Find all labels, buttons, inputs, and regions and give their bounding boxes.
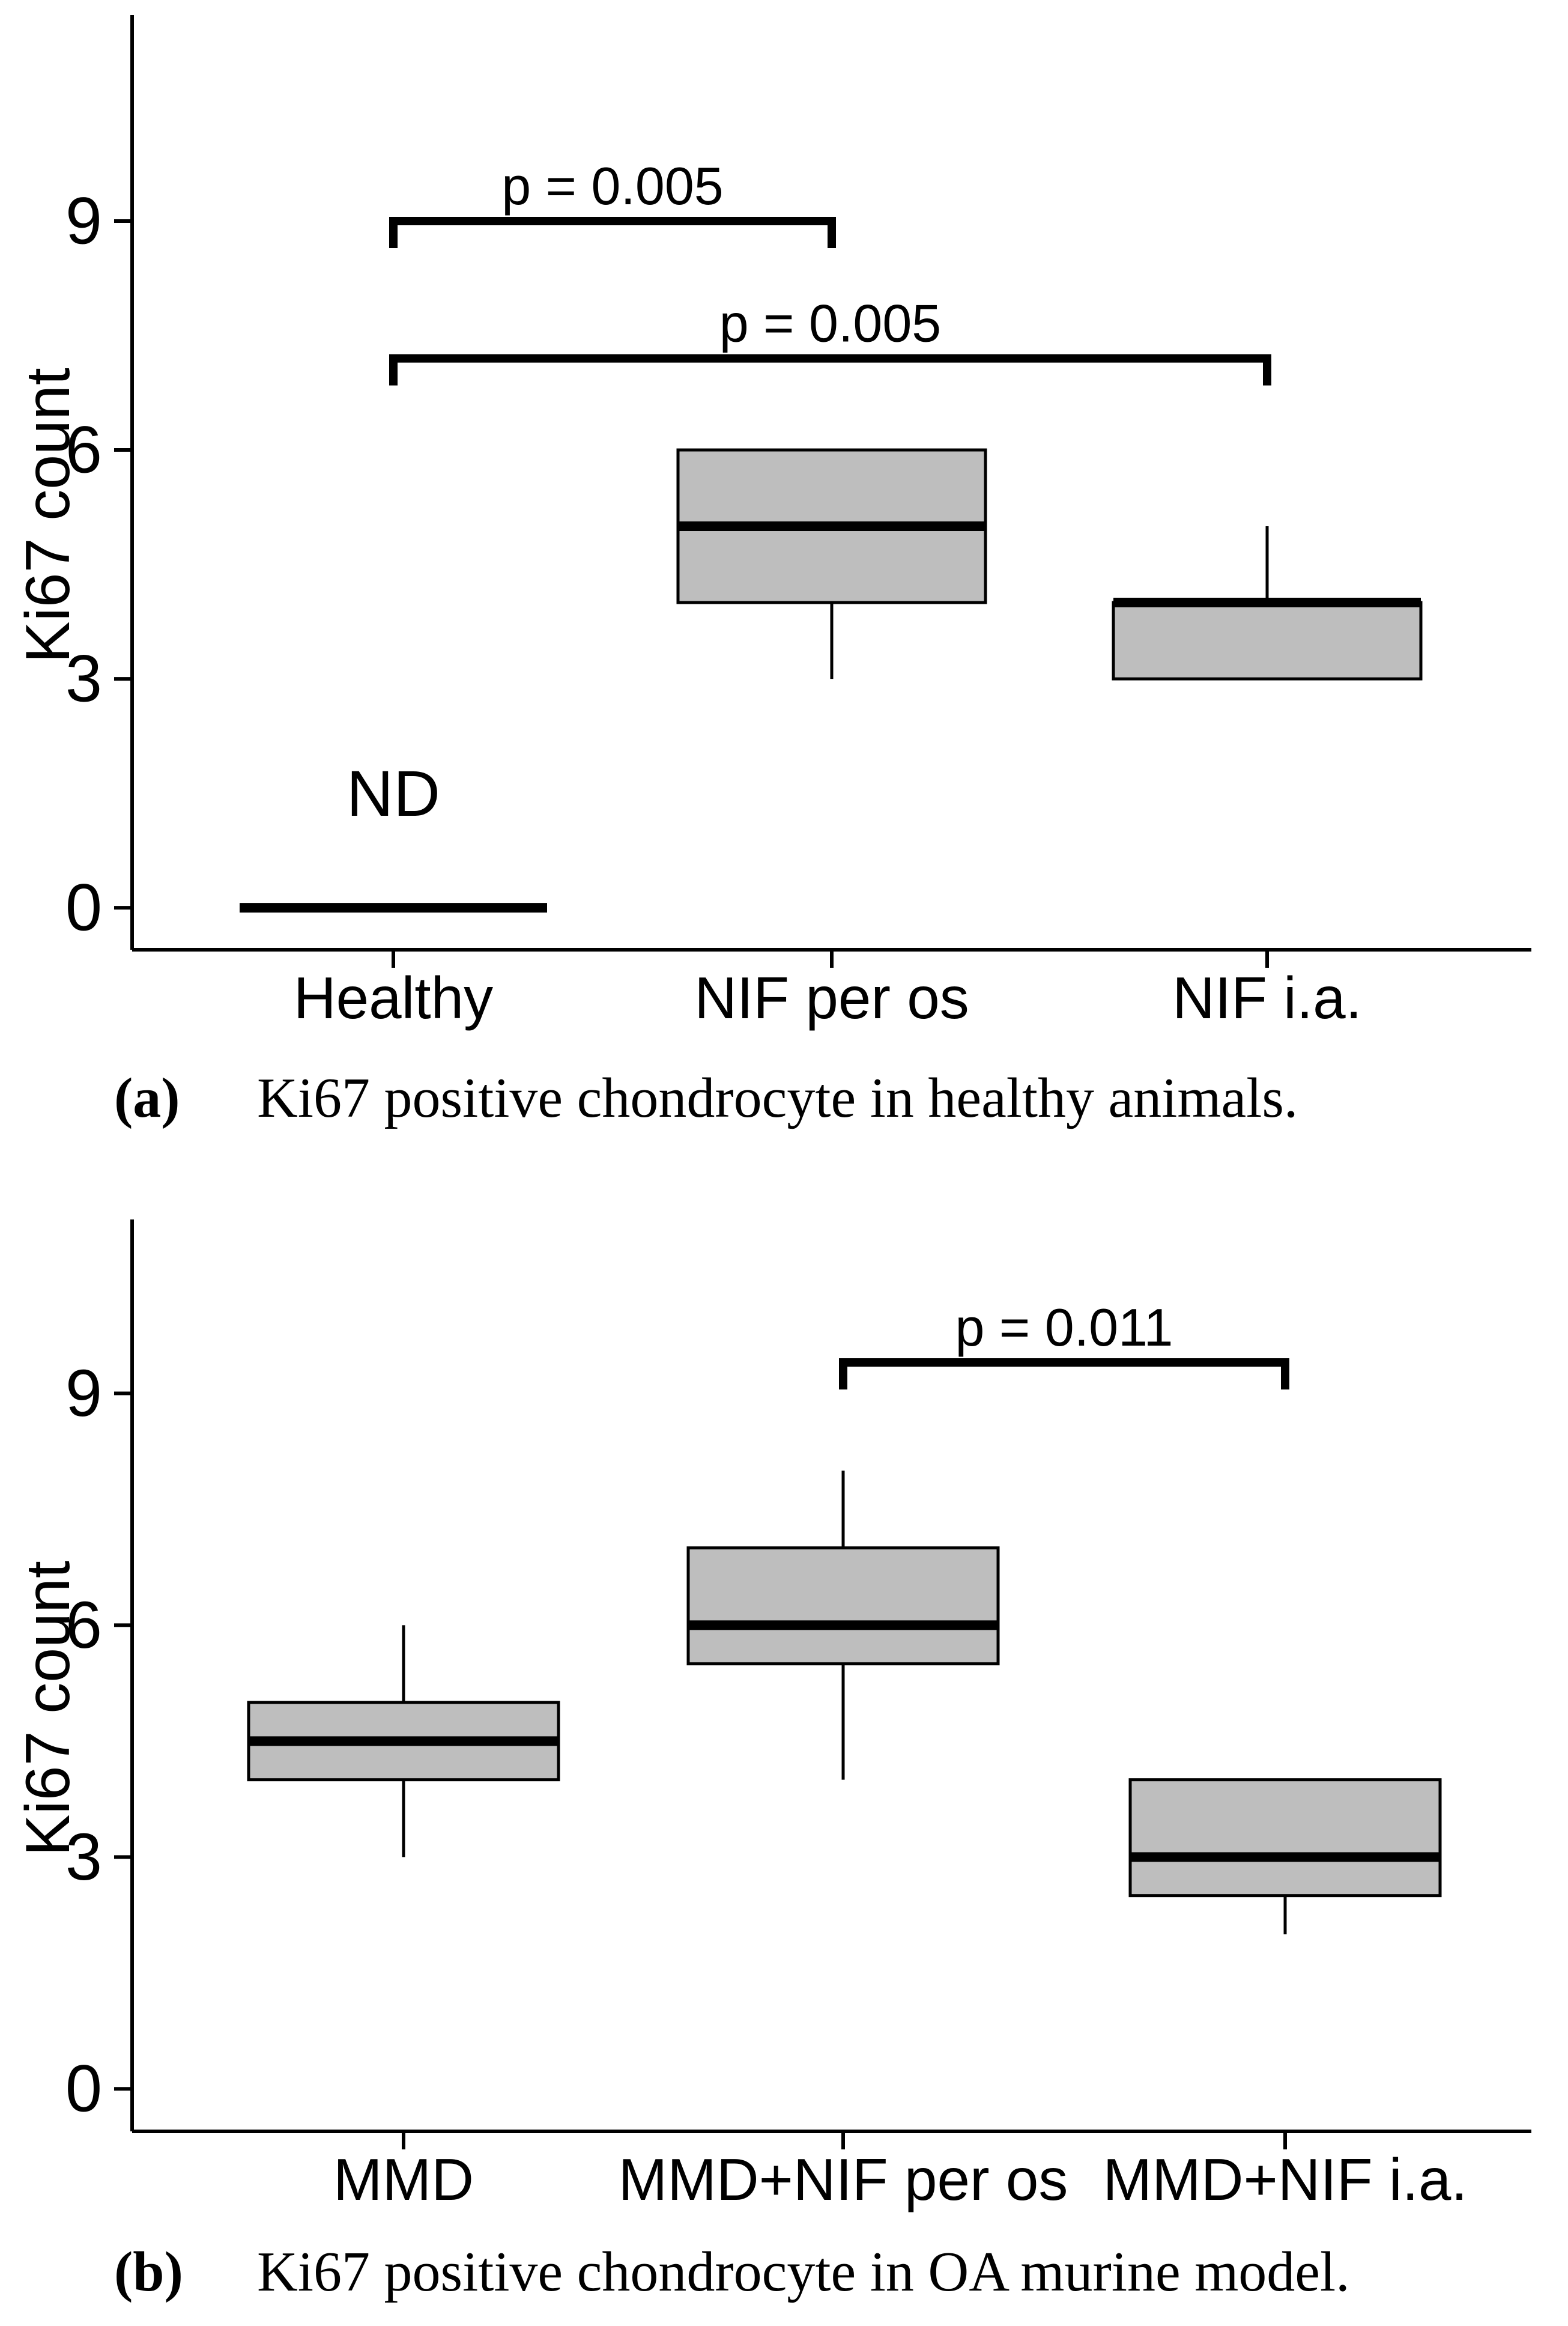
x-category-label-mmd: MMD	[333, 2146, 474, 2212]
significance-label-1: p = 0.005	[719, 294, 941, 353]
x-category-label-nif-i-a-: NIF i.a.	[1172, 965, 1362, 1031]
caption-b-tag: (b)	[114, 2241, 183, 2303]
caption-b-text: Ki67 positive chondrocyte in OA murine m…	[257, 2241, 1350, 2303]
y-tick-label-0: 0	[65, 2052, 102, 2126]
caption-a-tag: (a)	[114, 1067, 180, 1129]
significance-bracket-0	[389, 216, 836, 248]
y-tick-label-9: 9	[65, 1356, 102, 1430]
x-category-label-mmd-nif-i-a-: MMD+NIF i.a.	[1103, 2146, 1467, 2212]
y-tick-label-6: 6	[65, 413, 102, 487]
box-nif-i-a-	[1112, 601, 1423, 681]
significance-label-0: p = 0.005	[501, 156, 723, 216]
boxplot-chart-b: p = 0.011 0 3 6 9 Ki67 count MMD MMD+NIF per os…	[13, 1219, 1531, 2212]
caption-a: (a) Ki67 positive chondrocyte in healthy…	[114, 1064, 1519, 1132]
y-axis-title: Ki67 count	[13, 368, 83, 663]
box-mmd-nif-i-a-	[1128, 1778, 1442, 1898]
significance-bracket-0	[839, 1358, 1289, 1389]
y-tick-label-0: 0	[65, 871, 102, 945]
box-mmd-nif-per-os	[686, 1546, 1000, 1666]
y-axis-title: Ki67 count	[13, 1561, 83, 1856]
y-tick-label-9: 9	[65, 184, 102, 258]
x-category-label-healthy: Healthy	[294, 965, 493, 1031]
y-tick-label-3: 3	[65, 642, 102, 716]
nd-annotation-healthy: ND	[347, 757, 440, 830]
boxplot-chart-a: ND p = 0.005 p = 0.005 0 3 6 9 Ki67 count Health…	[13, 15, 1531, 1031]
y-tick-label-6: 6	[65, 1588, 102, 1662]
significance-bracket-1	[389, 354, 1271, 386]
y-tick-label-3: 3	[65, 1820, 102, 1894]
caption-b: (b) Ki67 positive chondrocyte in OA muri…	[114, 2238, 1519, 2306]
significance-label-0: p = 0.011	[955, 1298, 1173, 1357]
x-category-label-mmd-nif-per-os: MMD+NIF per os	[619, 2146, 1068, 2212]
x-category-label-nif-per-os: NIF per os	[694, 965, 969, 1031]
caption-a-text: Ki67 positive chondrocyte in healthy ani…	[257, 1067, 1298, 1129]
